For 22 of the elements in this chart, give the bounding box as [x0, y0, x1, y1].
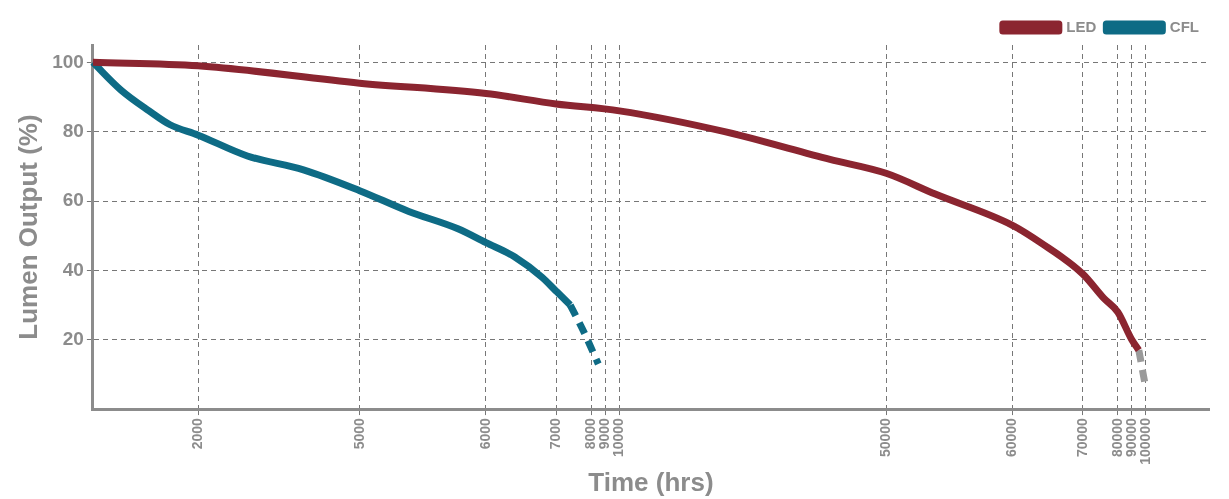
legend-label: LED [1066, 17, 1097, 35]
y-axis-title: Lumen Output (%) [12, 114, 43, 340]
x-tick-label: 2000 [189, 417, 206, 450]
y-tick-label: 20 [62, 327, 84, 349]
y-tick-label: 60 [62, 189, 84, 211]
x-tick-label: 10000 [610, 417, 627, 458]
x-tick-label: 5000 [350, 417, 367, 450]
x-tick-label: 100000 [1136, 417, 1153, 465]
x-tick-label: 60000 [1003, 417, 1020, 458]
x-tick-label: 80000 [1108, 417, 1125, 458]
x-tick-label: 9000 [596, 417, 613, 450]
x-tick-label: 70000 [1073, 417, 1090, 458]
x-axis-title: Time (hrs) [588, 466, 714, 497]
y-tick-label: 80 [62, 119, 84, 141]
y-tick-label: 100 [52, 50, 84, 72]
x-tick-label: 90000 [1122, 417, 1139, 458]
x-tick-label: 8000 [582, 417, 599, 450]
x-tick-label: 6000 [476, 417, 493, 450]
x-tick-label: 7000 [547, 417, 564, 450]
x-tick-label: 50000 [876, 417, 893, 458]
y-tick-label: 40 [62, 258, 84, 280]
legend-label: CFL [1169, 17, 1200, 35]
